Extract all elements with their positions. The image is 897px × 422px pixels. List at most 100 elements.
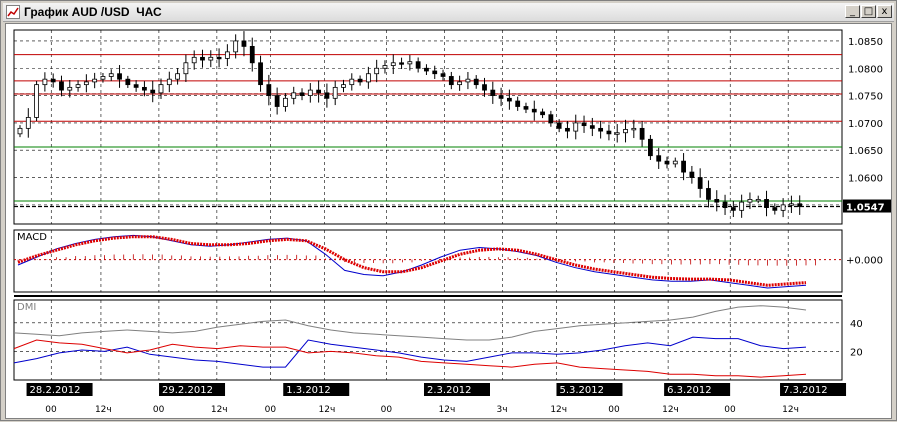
candle-body <box>365 73 371 83</box>
candle-body <box>100 76 106 80</box>
panel-frame-3 <box>13 299 843 381</box>
date-label: 6.3.2012 <box>667 385 712 396</box>
date-label: 7.3.2012 <box>783 385 828 396</box>
price-tick-label: 1.0650 <box>848 146 883 157</box>
candle-body <box>457 81 463 86</box>
candle-body <box>324 92 330 99</box>
candle-body <box>299 92 305 96</box>
candle-body <box>17 127 23 135</box>
candle-body <box>531 108 537 113</box>
price-tick-label: 1.0850 <box>848 37 883 48</box>
candle-body <box>473 78 479 86</box>
hour-label: 00 <box>724 405 736 415</box>
price-tick-label: 1.0750 <box>848 92 883 103</box>
candle-body <box>241 40 247 47</box>
chart-svg[interactable]: 1.0850 1.0800 1.0750 1.0700 1.0650 1.0600 1.05… <box>6 24 891 418</box>
candle-body <box>407 61 413 65</box>
candle-body <box>59 81 64 91</box>
candle-body <box>374 67 380 75</box>
candle-body <box>573 122 579 132</box>
candle-body <box>598 127 604 132</box>
candle-body <box>523 106 529 110</box>
candle-body <box>307 89 313 96</box>
panel-frame-1 <box>13 29 843 225</box>
candle-body <box>349 78 355 86</box>
candle-body <box>382 65 388 69</box>
candle-body <box>556 122 562 129</box>
candle-body <box>67 86 73 91</box>
candle-body <box>233 40 239 53</box>
close-button[interactable]: x <box>877 5 892 18</box>
candle-body <box>689 171 695 178</box>
candle-body <box>390 62 396 66</box>
candle-body <box>283 97 288 107</box>
candle-body <box>399 62 404 65</box>
candle-body <box>208 56 214 61</box>
date-label: 2.3.2012 <box>427 385 472 396</box>
hour-label: 12ч <box>550 405 567 415</box>
hour-label: 00 <box>265 405 277 415</box>
candle-body <box>150 89 156 94</box>
date-label-box <box>159 383 226 396</box>
candle-body <box>506 97 512 102</box>
candle-body <box>440 73 446 77</box>
candle-body <box>631 127 637 131</box>
candle-body <box>158 84 164 94</box>
candle-body <box>332 86 338 99</box>
minimize-button[interactable]: _ <box>845 5 860 18</box>
candle-body <box>432 70 438 75</box>
candle-body <box>448 76 454 86</box>
date-label: 29.2.2012 <box>162 385 213 396</box>
candle-body <box>191 56 197 64</box>
candle-body <box>755 199 761 202</box>
current-price-box <box>843 199 891 213</box>
date-label: 5.3.2012 <box>559 385 604 396</box>
candle-body <box>490 89 496 96</box>
hour-label: 12ч <box>782 405 799 415</box>
candle-body <box>108 73 114 77</box>
title-bar[interactable]: График AUD /USD ЧАС _ □ x <box>3 3 894 22</box>
dmi-plus-line <box>13 336 807 368</box>
candle-body <box>730 207 736 211</box>
candle-body <box>92 78 98 83</box>
candle-body <box>291 92 297 99</box>
candle-body <box>540 111 545 116</box>
candle-body <box>606 130 612 135</box>
macd-signal-line <box>17 235 807 287</box>
candle-body <box>316 89 322 94</box>
candle-body <box>357 78 363 83</box>
candle-body <box>672 160 678 165</box>
candle-body <box>133 84 139 88</box>
candle-body <box>565 127 570 132</box>
price-tick-label: 1.0800 <box>848 64 883 75</box>
candle-body <box>25 117 31 129</box>
macd-zero-label: +0.000 <box>846 256 883 267</box>
hour-label: 00 <box>381 405 393 415</box>
candle-body <box>34 84 39 118</box>
candle-body <box>216 56 222 60</box>
candle-body <box>664 160 670 165</box>
maximize-button[interactable]: □ <box>861 5 876 18</box>
candle-body <box>50 78 56 83</box>
chart-area[interactable]: 1.0850 1.0800 1.0750 1.0700 1.0650 1.0600 1.05… <box>5 23 892 419</box>
candle-body <box>739 201 745 211</box>
candle-body <box>747 199 753 203</box>
hour-label: 00 <box>45 405 57 415</box>
candle-body <box>589 125 595 129</box>
candle-body <box>772 207 778 211</box>
candle-body <box>697 177 703 189</box>
hour-label: 12ч <box>439 405 456 415</box>
candle-body <box>117 73 122 80</box>
date-label: 1.3.2012 <box>286 385 331 396</box>
candle-body <box>142 86 147 91</box>
candle-body <box>125 78 131 86</box>
candle-body <box>83 81 89 86</box>
candle-body <box>258 62 263 86</box>
candle-body <box>581 122 587 127</box>
candle-body <box>797 203 803 207</box>
chart-icon <box>6 5 20 19</box>
panel-frame-2 <box>13 229 843 293</box>
candle-body <box>266 84 272 96</box>
candle-body <box>341 84 346 88</box>
